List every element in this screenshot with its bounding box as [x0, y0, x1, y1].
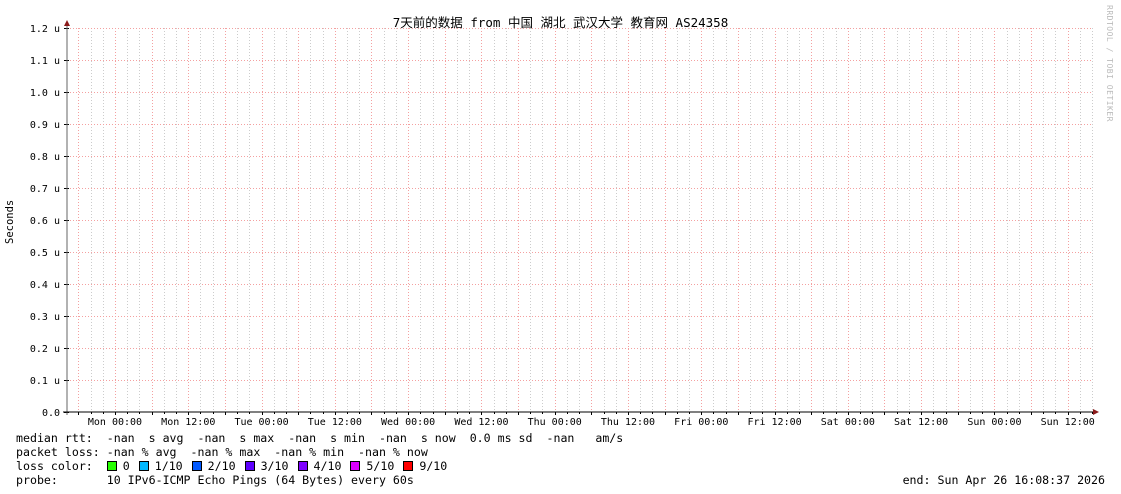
loss-color-item: 4/10 — [297, 459, 342, 473]
x-tick-label: Thu 12:00 — [601, 417, 655, 428]
x-tick-label: Thu 00:00 — [528, 417, 582, 428]
y-tick-label: 0.5 u — [30, 248, 60, 259]
x-tick-label: Sat 12:00 — [894, 417, 948, 428]
y-tick-label: 1.0 u — [30, 88, 60, 99]
y-axis-arrow — [64, 20, 70, 26]
loss-color-label: loss color: — [16, 459, 107, 473]
y-axis-ticks: 0.0 0.1 u 0.2 u 0.3 u 0.4 u 0.5 u 0.6 u 0.7 u 0.… — [30, 24, 69, 419]
x-tick-label: Sun 12:00 — [1041, 417, 1095, 428]
x-tick-label: Mon 00:00 — [88, 417, 142, 428]
x-tick-label: Mon 12:00 — [161, 417, 215, 428]
y-tick-label: 0.8 u — [30, 152, 60, 163]
x-tick-label: Fri 12:00 — [747, 417, 801, 428]
loss-color-label: 3/10 — [260, 459, 289, 473]
y-tick-label: 0.6 u — [30, 216, 60, 227]
loss-color-swatch — [106, 461, 117, 471]
y-tick-label: 0.7 u — [30, 184, 60, 195]
loss-color-label: 1/10 — [154, 459, 183, 473]
x-tick-label: Sun 00:00 — [967, 417, 1021, 428]
x-axis-ticks: Mon 00:00 Mon 12:00 Tue 00:00 Tue 12:00 Wed … — [88, 417, 1095, 428]
loss-color-swatch — [191, 461, 202, 471]
loss-color-swatch — [138, 461, 149, 471]
legend-packet-loss: packet loss: -nan % avg -nan % max -nan … — [16, 445, 428, 459]
x-axis-arrow — [1093, 409, 1099, 415]
x-tick-label: Tue 00:00 — [234, 417, 288, 428]
y-tick-label: 0.1 u — [30, 376, 60, 387]
loss-color-item: 2/10 — [191, 459, 236, 473]
loss-color-swatch — [297, 461, 308, 471]
y-tick-label: 1.2 u — [30, 24, 60, 35]
legend-loss-color: loss color: 0 1/10 2/10 3/10 4/10 5/10 9/10 — [16, 459, 456, 473]
rrdtool-watermark: RRDTOOL / TOBI OETIKER — [1105, 5, 1114, 122]
loss-color-item: 0 — [106, 459, 130, 473]
y-tick-label: 0.2 u — [30, 344, 60, 355]
loss-color-label: 2/10 — [207, 459, 236, 473]
legend-median-rtt: median rtt: -nan s avg -nan s max -nan s… — [16, 431, 624, 445]
y-tick-label: 0.0 — [42, 408, 60, 419]
loss-color-item: 5/10 — [350, 459, 394, 473]
loss-color-label: 9/10 — [419, 459, 448, 473]
loss-color-swatch — [350, 461, 361, 471]
grid — [67, 28, 1093, 415]
legend-end-time: end: Sun Apr 26 16:08:37 2026 — [902, 473, 1105, 487]
x-tick-label: Tue 12:00 — [308, 417, 362, 428]
legend-probe: probe: 10 IPv6-ICMP Echo Pings (64 Bytes… — [16, 473, 414, 487]
loss-color-swatch — [403, 461, 414, 471]
x-tick-label: Wed 00:00 — [381, 417, 435, 428]
x-tick-label: Sat 00:00 — [821, 417, 875, 428]
y-tick-label: 0.4 u — [30, 280, 60, 291]
y-tick-label: 0.9 u — [30, 120, 60, 131]
loss-color-label: 5/10 — [366, 459, 395, 473]
y-tick-label: 1.1 u — [30, 56, 60, 67]
x-tick-label: Fri 00:00 — [674, 417, 728, 428]
chart-title: 7天前的数据 from 中国 湖北 武汉大学 教育网 AS24358 — [392, 15, 729, 30]
loss-color-item: 1/10 — [138, 459, 183, 473]
y-tick-label: 0.3 u — [30, 312, 60, 323]
loss-color-label: 4/10 — [313, 459, 342, 473]
y-axis-label: Seconds — [4, 199, 16, 244]
x-tick-label: Wed 12:00 — [454, 417, 508, 428]
loss-color-item: 3/10 — [244, 459, 289, 473]
loss-color-label: 0 — [122, 459, 130, 473]
loss-color-item: 9/10 — [403, 459, 447, 473]
loss-color-swatch — [244, 461, 255, 471]
